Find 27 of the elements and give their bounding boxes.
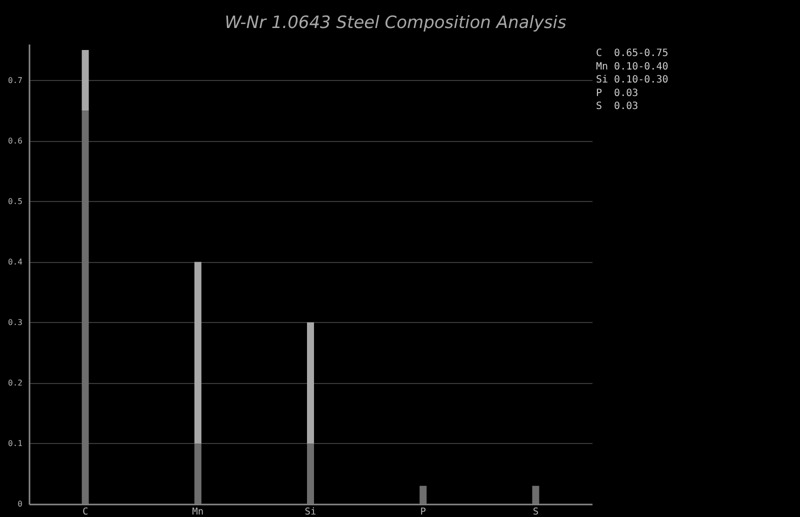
y-tick-label: 0.1: [8, 438, 23, 448]
bar: [82, 50, 89, 111]
bar: [307, 322, 314, 444]
x-tick-label: Mn: [192, 506, 204, 517]
y-tick-label: 0.3: [8, 318, 23, 327]
y-tick-label: 0.4: [8, 257, 23, 266]
y-tick-label: 0: [18, 500, 23, 508]
text: Si 0.10-0.30: [596, 74, 668, 86]
bar: [194, 262, 202, 444]
y-tick-label: 0.5: [8, 196, 23, 206]
bar: [82, 110, 89, 504]
text: Mn 0.10-0.40: [596, 61, 668, 72]
text: S 0.03: [596, 101, 638, 112]
bar: [307, 443, 314, 504]
y-tick-label: 0.6: [8, 136, 23, 146]
x-tick-label: P: [420, 506, 426, 517]
chart-title: W-Nr 1.0643 Steel Composition Analysis: [224, 13, 567, 33]
y-tick-label: 0.2: [8, 378, 23, 388]
text: C 0.65-0.75: [596, 48, 668, 59]
bar: [194, 443, 202, 504]
x-tick-label: C: [82, 506, 88, 517]
x-tick-label: Si: [304, 506, 316, 517]
text: P 0.03: [596, 88, 638, 99]
bar: [532, 486, 540, 504]
bar: [420, 486, 427, 504]
x-tick-label: S: [532, 506, 539, 517]
y-tick-label: 0.7: [8, 76, 23, 85]
